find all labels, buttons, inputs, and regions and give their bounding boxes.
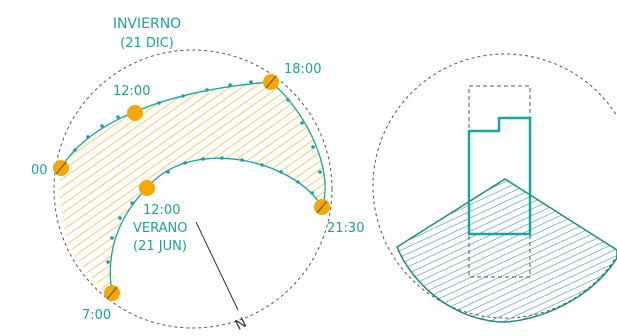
time-700-label: 7:00 <box>82 308 111 323</box>
horizon-circle <box>53 49 333 329</box>
winter-hour-dots <box>73 80 322 174</box>
building-footprint <box>467 116 532 236</box>
shadow-sector <box>396 178 617 323</box>
summer-noon-label: 12:00 <box>143 203 180 218</box>
time-1800-label: 18:00 <box>284 62 321 77</box>
sun-marker-summer-noon <box>139 180 155 196</box>
time-00-label: 00 <box>31 163 48 178</box>
summer-title: VERANO <box>133 221 187 236</box>
summer-date: (21 JUN) <box>133 239 187 254</box>
sun-marker-winter-noon <box>127 105 143 121</box>
sun-marker-00 <box>53 160 69 176</box>
winter-sun-path <box>60 81 326 208</box>
winter-noon-label: 12:00 <box>113 84 150 99</box>
north-label: N <box>233 315 250 334</box>
north-arrow-icon <box>195 221 239 311</box>
sun-marker-2130 <box>314 199 330 215</box>
time-2130-label: 21:30 <box>327 221 364 236</box>
sun-marker-1800 <box>263 74 279 90</box>
sun-marker-700 <box>104 285 120 301</box>
sun-path-diagram: N INVIERNO (21 DIC) 12:00 18:00 00 12:00… <box>31 16 364 334</box>
site-shadow-diagram <box>372 53 617 323</box>
summer-hour-dots <box>106 156 314 264</box>
winter-title: INVIERNO <box>113 16 181 32</box>
winter-date: (21 DIC) <box>120 36 174 51</box>
summer-sun-path <box>109 157 323 294</box>
sun-exposure-area <box>59 82 326 293</box>
site-circle <box>372 53 617 319</box>
